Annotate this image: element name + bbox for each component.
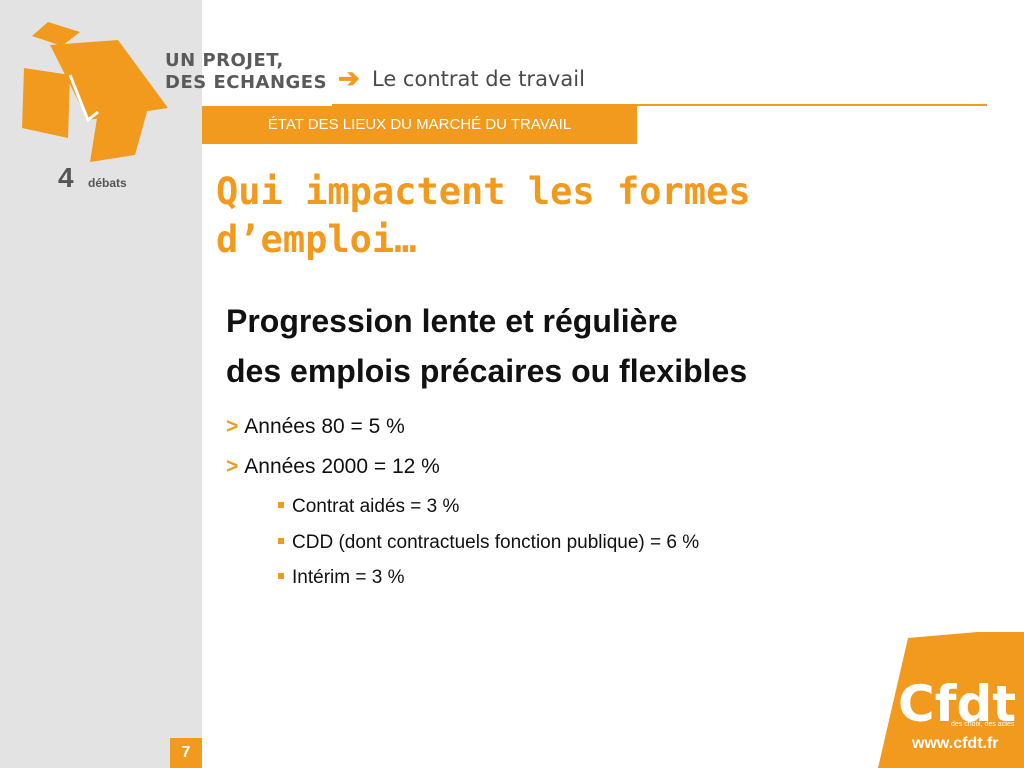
arrow-right-icon: ➔ <box>338 63 360 93</box>
bullet-item: > Années 2000 = 12 % <box>226 453 440 481</box>
header-divider <box>332 104 987 106</box>
cfdt-tagline: des choix, des actes <box>951 721 1015 728</box>
sub-bullet-text: CDD (dont contractuels fonction publique… <box>292 532 700 553</box>
section-tag: ÉTAT DES LIEUX DU MARCHÉ DU TRAVAIL <box>202 106 637 144</box>
bullet-item: > Années 80 = 5 % <box>226 413 405 441</box>
square-bullet-icon <box>278 537 284 544</box>
sub-bullet-text: Intérim = 3 % <box>292 567 405 588</box>
cfdt-logo: Cfdt <box>898 675 1017 733</box>
header-white-block <box>202 0 332 105</box>
sub-bullet-item: Contrat aidés = 3 % <box>278 494 459 520</box>
bullet-text: Années 2000 = 12 % <box>244 455 440 478</box>
page-number: 7 <box>170 738 202 768</box>
square-bullet-icon <box>278 572 284 579</box>
brand-word: débats <box>88 176 127 190</box>
chevron-right-icon: > <box>226 455 239 478</box>
sub-bullet-item: CDD (dont contractuels fonction publique… <box>278 530 699 556</box>
sub-bullet-text: Contrat aidés = 3 % <box>292 496 460 517</box>
slide-title-line2: d’emploi… <box>216 218 417 261</box>
headline-line2: des emplois précaires ou flexibles <box>226 353 748 389</box>
chevron-right-icon: > <box>226 415 239 438</box>
project-title: UN PROJET, DES ECHANGES <box>165 50 327 94</box>
sub-bullet-item: Intérim = 3 % <box>278 565 404 591</box>
project-title-line1: UN PROJET, <box>165 50 284 71</box>
slide-title-line1: Qui impactent les formes <box>216 170 751 213</box>
headline: Progression lente et régulière des emplo… <box>226 296 986 396</box>
subject-title: Le contrat de travail <box>372 67 585 91</box>
square-bullet-icon <box>278 501 284 508</box>
cube-logo-icon <box>22 22 168 162</box>
project-title-line2: DES ECHANGES <box>165 72 328 93</box>
bullet-text: Années 80 = 5 % <box>244 415 405 438</box>
slide-title: Qui impactent les formes d’emploi… <box>216 168 976 264</box>
brand-digit: 4 <box>58 162 74 193</box>
cfdt-url: www.cfdt.fr <box>912 735 999 752</box>
headline-line1: Progression lente et régulière <box>226 303 678 339</box>
cfdt-corner-shape <box>878 632 1024 768</box>
